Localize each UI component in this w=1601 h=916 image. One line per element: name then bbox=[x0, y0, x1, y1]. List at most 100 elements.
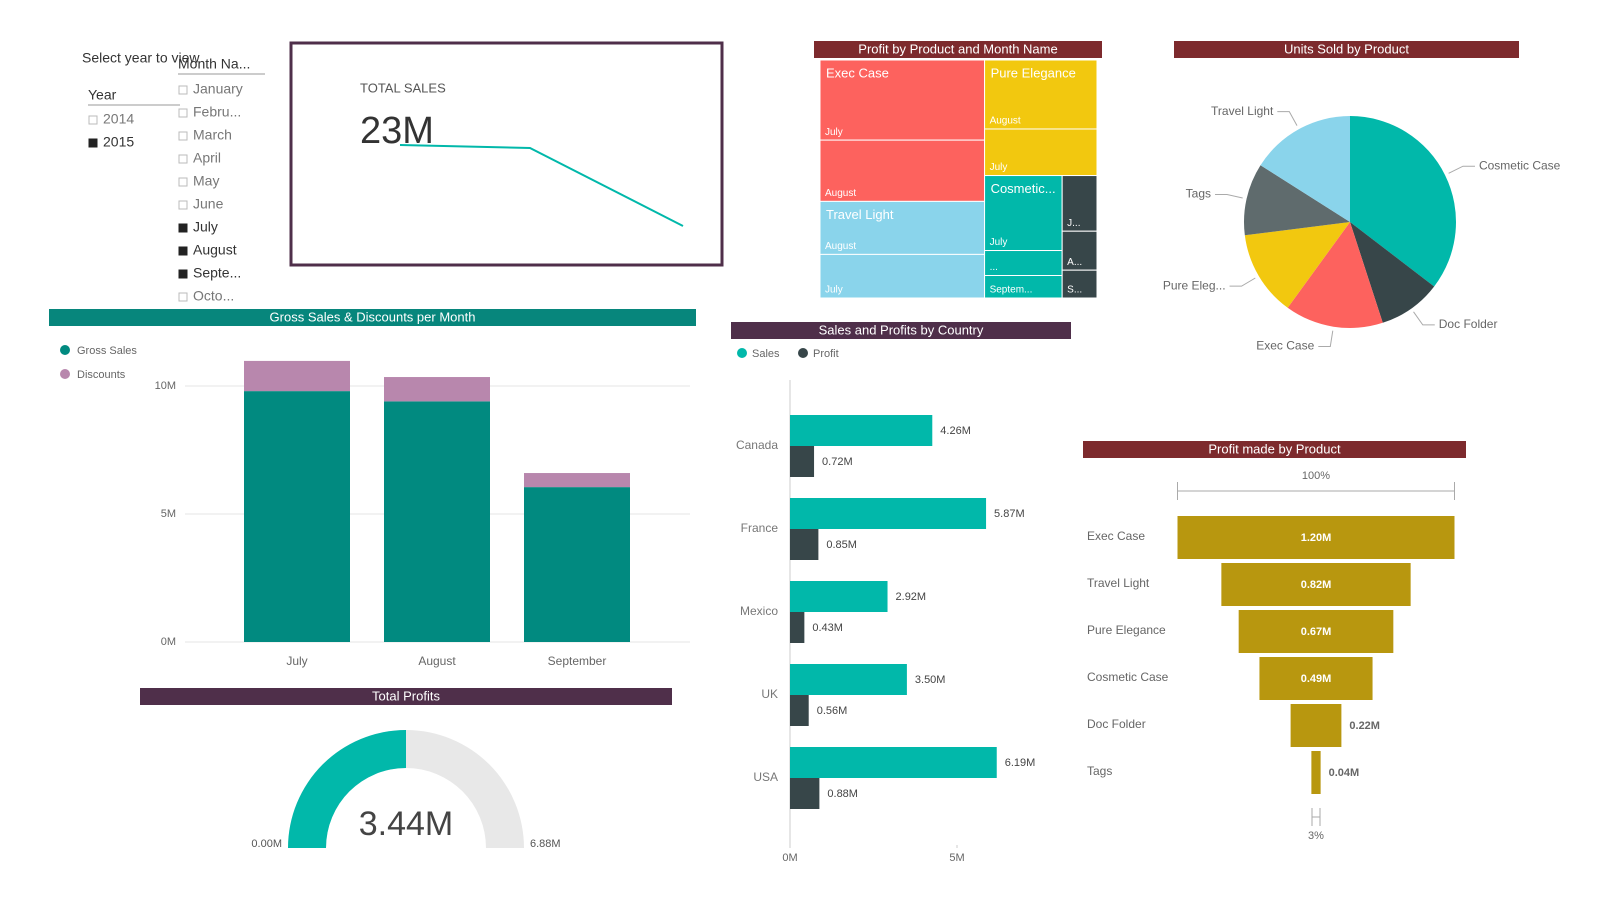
bar[interactable] bbox=[790, 612, 805, 643]
chart-title: Profit by Product and Month Name bbox=[858, 41, 1057, 56]
slicer-item[interactable]: March bbox=[193, 127, 232, 143]
slicer-item[interactable]: August bbox=[193, 242, 237, 258]
slicer-item[interactable]: Septe... bbox=[193, 265, 241, 281]
treemap-tile[interactable] bbox=[1061, 269, 1098, 299]
funnel-value-label: 0.67M bbox=[1301, 626, 1332, 638]
pie-slice[interactable] bbox=[1244, 165, 1350, 236]
slicer-checkbox[interactable] bbox=[178, 246, 188, 256]
treemap-label: Travel Light bbox=[826, 207, 894, 222]
slicer-checkbox[interactable] bbox=[178, 269, 188, 279]
funnel-bar[interactable] bbox=[1221, 563, 1411, 606]
y-tick-label: Canada bbox=[736, 438, 778, 452]
chart-title: Total Profits bbox=[372, 688, 440, 703]
treemap-tile[interactable] bbox=[1061, 175, 1098, 232]
bar[interactable] bbox=[790, 747, 997, 778]
pie-slice[interactable] bbox=[1287, 222, 1383, 328]
treemap-tile[interactable] bbox=[984, 128, 1098, 177]
card-label: TOTAL SALES bbox=[360, 80, 446, 95]
bar[interactable] bbox=[790, 415, 933, 446]
pie-leader bbox=[1413, 311, 1435, 326]
chart-title: Gross Sales & Discounts per Month bbox=[270, 309, 476, 324]
legend-swatch bbox=[798, 348, 808, 358]
slicer-item[interactable]: July bbox=[193, 219, 218, 235]
funnel-value-label: 0.49M bbox=[1301, 673, 1332, 685]
slicer-checkbox[interactable] bbox=[178, 223, 188, 233]
slicer-item[interactable]: January bbox=[193, 81, 243, 97]
funnel-bar[interactable] bbox=[1311, 751, 1321, 794]
bar-segment[interactable] bbox=[384, 377, 490, 402]
treemap-tile[interactable] bbox=[819, 59, 986, 141]
treemap-tile-label: August bbox=[825, 241, 856, 252]
chart-title: Sales and Profits by Country bbox=[819, 322, 984, 337]
slicer-checkbox[interactable] bbox=[88, 138, 98, 148]
y-tick-label: UK bbox=[761, 687, 778, 701]
legend-swatch bbox=[737, 348, 747, 358]
treemap-tile[interactable] bbox=[819, 139, 986, 202]
slicer-checkbox[interactable] bbox=[178, 85, 188, 95]
pie-slice[interactable] bbox=[1244, 222, 1350, 308]
funnel-category: Doc Folder bbox=[1087, 717, 1146, 731]
bar[interactable] bbox=[790, 529, 819, 560]
slicer-checkbox[interactable] bbox=[178, 108, 188, 118]
pie-slice[interactable] bbox=[1350, 116, 1457, 287]
funnel-bar[interactable] bbox=[1177, 516, 1455, 559]
chart-header bbox=[140, 688, 672, 705]
bar[interactable] bbox=[790, 695, 809, 726]
slicer-item[interactable]: April bbox=[193, 150, 221, 166]
legend-label[interactable]: Gross Sales bbox=[77, 345, 137, 357]
slicer-item[interactable]: 2015 bbox=[103, 134, 134, 150]
slicer-item[interactable]: Febru... bbox=[193, 104, 241, 120]
bar[interactable] bbox=[790, 446, 815, 477]
chart-header bbox=[1083, 441, 1466, 458]
bar[interactable] bbox=[790, 778, 820, 809]
value-label: 5.87M bbox=[994, 508, 1025, 520]
slicer-checkbox[interactable] bbox=[178, 131, 188, 141]
treemap-tile[interactable] bbox=[984, 175, 1063, 252]
slicer-item[interactable]: June bbox=[193, 196, 224, 212]
chart-header bbox=[1174, 41, 1519, 58]
funnel-bar[interactable] bbox=[1238, 610, 1394, 653]
treemap-tile[interactable] bbox=[819, 200, 986, 255]
bar-segment[interactable] bbox=[524, 487, 630, 642]
legend-swatch bbox=[60, 369, 70, 379]
value-label: 2.92M bbox=[896, 591, 927, 603]
pie-label: Travel Light bbox=[1211, 104, 1274, 118]
legend-label[interactable]: Discounts bbox=[77, 369, 126, 381]
bar[interactable] bbox=[790, 581, 888, 612]
value-label: 3.50M bbox=[915, 674, 946, 686]
x-tick-label: September bbox=[548, 654, 607, 668]
slicer-checkbox[interactable] bbox=[88, 115, 98, 125]
treemap-tile[interactable] bbox=[1061, 230, 1098, 271]
bar-segment[interactable] bbox=[524, 473, 630, 488]
slicer-checkbox[interactable] bbox=[178, 177, 188, 187]
slicer-item[interactable]: May bbox=[193, 173, 219, 189]
treemap-tile-label: Septem... bbox=[990, 285, 1033, 296]
bar[interactable] bbox=[790, 498, 987, 529]
pie-leader bbox=[1229, 277, 1256, 287]
slicer-title: Select year to view bbox=[82, 50, 200, 66]
funnel-bracket bbox=[1177, 482, 1455, 500]
legend-label[interactable]: Sales bbox=[752, 348, 780, 360]
chart-title: Units Sold by Product bbox=[1284, 41, 1409, 56]
funnel-category: Tags bbox=[1087, 764, 1112, 778]
bar-segment[interactable] bbox=[244, 391, 350, 642]
funnel-bar[interactable] bbox=[1290, 704, 1342, 747]
slicer-item[interactable]: 2014 bbox=[103, 111, 134, 127]
pie-slice[interactable] bbox=[1350, 222, 1435, 323]
treemap-tile-label: August bbox=[990, 116, 1021, 127]
slicer-checkbox[interactable] bbox=[178, 292, 188, 302]
slicer-checkbox[interactable] bbox=[178, 200, 188, 210]
legend-label[interactable]: Profit bbox=[813, 348, 839, 360]
bar[interactable] bbox=[790, 664, 907, 695]
treemap-tile[interactable] bbox=[984, 59, 1098, 130]
bar-segment[interactable] bbox=[384, 401, 490, 642]
pie-slice[interactable] bbox=[1260, 116, 1350, 222]
slicer-checkbox[interactable] bbox=[178, 154, 188, 164]
pie-leader bbox=[1318, 330, 1334, 347]
funnel-category: Cosmetic Case bbox=[1087, 670, 1169, 684]
slicer-item[interactable]: Octo... bbox=[193, 288, 234, 304]
treemap-tile[interactable] bbox=[819, 253, 986, 299]
bar-segment[interactable] bbox=[244, 360, 350, 392]
gauge-value bbox=[288, 730, 406, 848]
funnel-bar[interactable] bbox=[1259, 657, 1373, 700]
